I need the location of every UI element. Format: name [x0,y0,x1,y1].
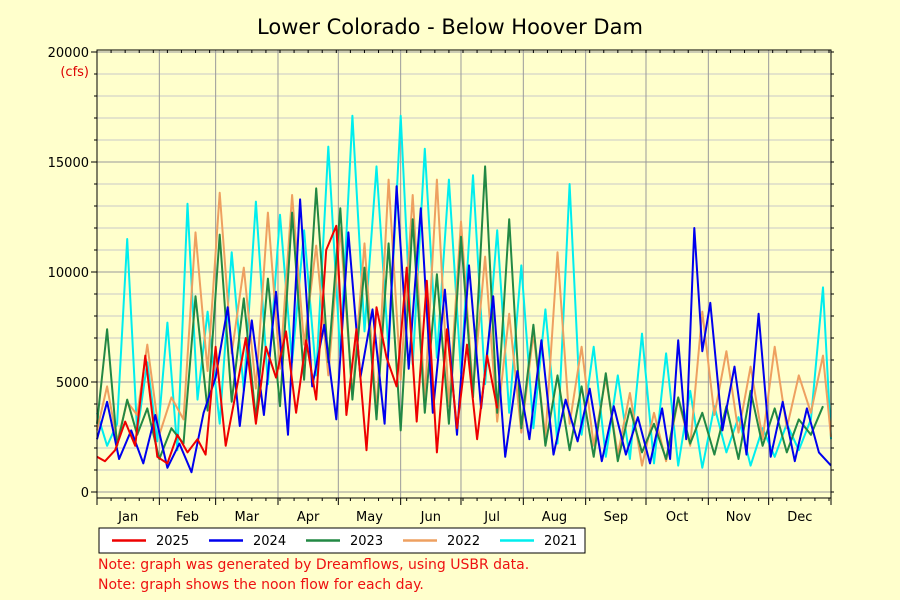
series-line-2024 [96,185,832,474]
y-axis: 0 5000 10000 15000 20000 [48,46,834,501]
y-tick-label: 0 [81,486,89,501]
x-tick-label: Jun [420,510,441,525]
x-tick-label: Feb [176,510,199,525]
x-axis: Jan Feb Mar Apr May Jun Jul Aug Sep Oct Nov Dec [96,50,832,525]
legend-label-2025: 2025 [156,534,189,549]
chart-title: Lower Colorado - Below Hoover Dam [257,15,643,39]
y-tick-label: 10000 [48,266,89,281]
series-line-2022 [96,178,832,467]
y-unit-label: (cfs) [60,65,89,80]
x-tick-label: Apr [297,510,320,525]
x-tick-label: Mar [235,510,260,525]
note-source: Note: graph was generated by Dreamflows,… [98,557,530,573]
x-tick-label: Jul [483,510,500,525]
legend-label-2023: 2023 [350,534,383,549]
chart-series [96,114,832,474]
note-noon-flow: Note: graph shows the noon flow for each… [98,577,424,593]
x-tick-label: Nov [726,510,752,525]
series-line-2025 [96,224,499,465]
plot-frame [96,49,832,499]
legend-label-2021: 2021 [544,534,577,549]
legend-label-2024: 2024 [253,534,286,549]
y-tick-label: 15000 [48,156,89,171]
legend-label-2022: 2022 [447,534,480,549]
x-tick-label: Dec [787,510,812,525]
y-tick-label: 20000 [48,46,89,61]
x-tick-label: Oct [666,510,688,525]
series-line-2023 [96,165,824,463]
x-tick-label: May [356,510,383,525]
legend: 2025 2024 2023 2022 2021 [98,527,586,554]
x-tick-label: Sep [604,510,629,525]
y-tick-label: 5000 [56,376,89,391]
x-tick-label: Aug [542,510,567,525]
x-tick-label: Jan [117,510,138,525]
